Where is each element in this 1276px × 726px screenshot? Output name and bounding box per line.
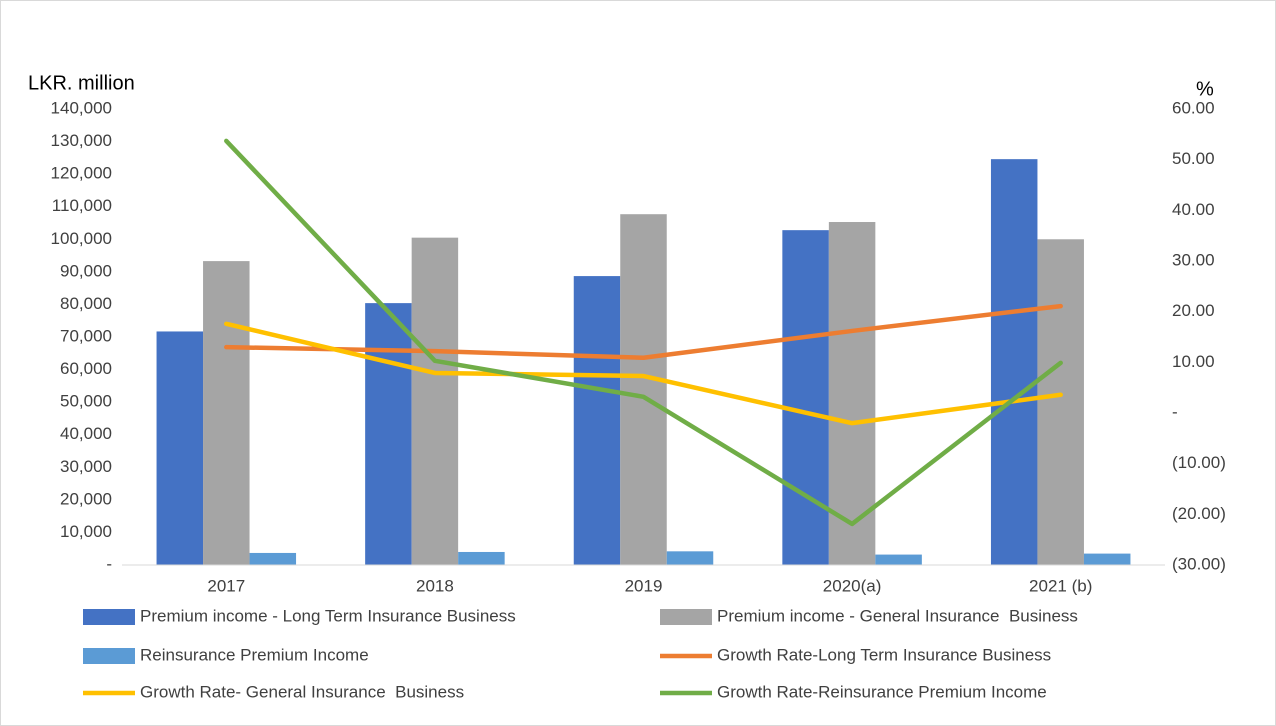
y2-tick-label: 60.00	[1172, 98, 1215, 117]
y2-tick-label: (10.00)	[1172, 453, 1226, 472]
y-tick-label: 60,000	[60, 359, 112, 378]
bar	[156, 331, 204, 565]
bar	[573, 276, 621, 565]
x-tick-label: 2020(a)	[823, 576, 882, 595]
bar	[411, 237, 459, 565]
legend-swatch	[660, 609, 712, 625]
legend-label: Reinsurance Premium Income	[140, 645, 369, 664]
y2-tick-label: 30.00	[1172, 250, 1215, 269]
y-tick-label: 110,000	[52, 196, 112, 215]
x-tick-label: 2017	[207, 576, 245, 595]
y-tick-label: 50,000	[60, 392, 112, 411]
line-series	[224, 321, 1063, 426]
y-tick-label: -	[106, 554, 112, 573]
legend-swatch	[83, 609, 135, 625]
y2-tick-label: -	[1172, 402, 1178, 421]
bar	[365, 303, 412, 565]
x-tick-label: 2021 (b)	[1029, 576, 1092, 595]
bar	[203, 261, 250, 565]
y-tick-label: 90,000	[60, 261, 112, 280]
legend-label: Growth Rate- General Insurance Business	[140, 682, 464, 701]
bar	[828, 222, 876, 565]
y2-axis-title: %	[1196, 78, 1214, 100]
legend-label: Growth Rate-Long Term Insurance Business	[717, 645, 1051, 664]
bar	[458, 551, 505, 565]
y2-tick-label: 40.00	[1172, 200, 1215, 219]
legend-swatch	[83, 648, 135, 664]
y-tick-label: 20,000	[60, 489, 112, 508]
y-tick-label: 100,000	[51, 229, 112, 248]
x-tick-label: 2019	[625, 576, 663, 595]
y-tick-label: 130,000	[51, 131, 112, 150]
bar	[666, 551, 714, 565]
y-tick-label: 40,000	[60, 424, 112, 443]
legend-label: Growth Rate-Reinsurance Premium Income	[717, 682, 1047, 701]
y-tick-label: 140,000	[51, 98, 112, 117]
bar	[249, 552, 297, 565]
bar	[990, 159, 1038, 565]
y-tick-label: 30,000	[60, 457, 112, 476]
y2-tick-label: (20.00)	[1172, 504, 1226, 523]
line-series	[224, 138, 1063, 527]
legend-label: Premium income - Long Term Insurance Bus…	[140, 606, 516, 625]
line-series	[224, 303, 1063, 361]
y-axis-title: LKR. million	[28, 72, 135, 94]
y2-tick-label: (30.00)	[1172, 554, 1226, 573]
bar	[1083, 553, 1131, 565]
bar	[1037, 239, 1084, 566]
y-tick-label: 120,000	[51, 164, 112, 183]
bar	[875, 554, 922, 565]
y2-tick-label: 50.00	[1172, 149, 1215, 168]
x-tick-label: 2018	[416, 576, 454, 595]
bar	[782, 230, 829, 565]
y-tick-label: 10,000	[60, 522, 112, 541]
y2-tick-label: 10.00	[1172, 352, 1215, 371]
legend-label: Premium income - General Insurance Busin…	[717, 606, 1078, 625]
y-tick-label: 80,000	[60, 294, 112, 313]
y-tick-label: 70,000	[60, 326, 112, 345]
bar	[620, 214, 667, 565]
y2-tick-label: 20.00	[1172, 301, 1215, 320]
